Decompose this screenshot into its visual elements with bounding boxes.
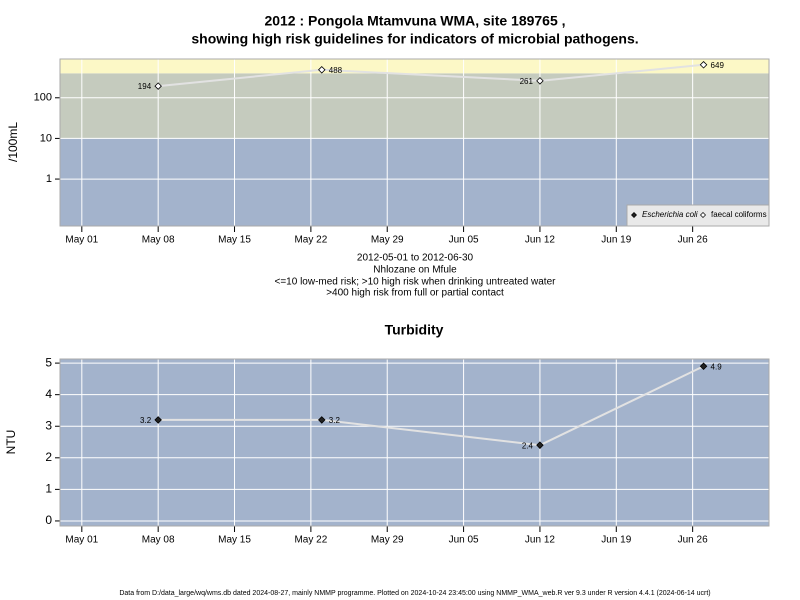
- data-point: [536, 441, 544, 449]
- y-axis-label: /100mL: [6, 122, 20, 162]
- x-tick-label: Jun 26: [678, 535, 708, 546]
- x-tick-label: Jun 26: [678, 235, 708, 246]
- y-tick-label: 3: [45, 418, 52, 432]
- data-label: 4.9: [711, 362, 723, 371]
- data-point: [154, 82, 162, 90]
- data-point: [318, 416, 326, 424]
- data-point: [699, 61, 708, 69]
- series-line: [158, 365, 704, 447]
- data-label: 3.2: [329, 416, 341, 425]
- data-point: [154, 416, 162, 424]
- x-tick-label: Jun 12: [525, 235, 555, 246]
- x-tick-label: May 08: [142, 235, 175, 246]
- data-label: 649: [711, 61, 725, 70]
- y-tick-label: 2: [45, 450, 52, 464]
- data-point: [536, 77, 544, 85]
- x-tick-label: May 29: [371, 535, 404, 546]
- data-label: 261: [520, 77, 534, 86]
- risk-band: [60, 359, 769, 526]
- risk-band: [60, 73, 769, 139]
- risk-band: [60, 59, 769, 74]
- x-tick-label: May 08: [142, 535, 175, 546]
- x-tick-label: Jun 19: [601, 235, 631, 246]
- x-tick-label: May 29: [371, 235, 404, 246]
- y-tick-label: 0: [45, 513, 52, 527]
- data-label: 3.2: [140, 416, 152, 425]
- y-tick-label: 10: [40, 132, 52, 144]
- plot-frame: [59, 58, 770, 227]
- y-tick-label: 100: [34, 92, 52, 104]
- data-point: [318, 66, 326, 74]
- subtitle: <=10 low-med risk; >10 high risk when dr…: [275, 277, 557, 288]
- chart-title: 2012 : Pongola Mtamvuna WMA, site 189765…: [264, 13, 565, 29]
- y-tick-label: 1: [46, 173, 52, 185]
- legend-marker: [700, 212, 706, 218]
- data-point: [699, 362, 708, 371]
- x-tick-label: May 22: [294, 235, 327, 246]
- x-tick-label: Jun 05: [449, 535, 479, 546]
- legend-box: [626, 204, 770, 227]
- legend-label: Escherichia coli: [642, 210, 698, 219]
- x-tick-label: May 22: [294, 535, 327, 546]
- subtitle: >400 high risk from full or partial cont…: [326, 288, 504, 299]
- y-tick-label: 1: [45, 482, 52, 496]
- plot-frame: [59, 358, 770, 527]
- footer: Data from D:/data_large/wq/wms.db dated …: [119, 590, 710, 597]
- x-tick-label: May 01: [65, 235, 98, 246]
- x-tick-label: May 15: [218, 535, 251, 546]
- data-label: 194: [138, 82, 152, 91]
- series-line: [158, 63, 704, 88]
- x-tick-label: May 01: [65, 535, 98, 546]
- y-tick-label: 4: [45, 387, 52, 401]
- legend-label: faecal coliforms: [711, 210, 767, 219]
- x-tick-label: May 15: [218, 235, 251, 246]
- x-tick-label: Jun 05: [449, 235, 479, 246]
- x-tick-label: Jun 19: [601, 535, 631, 546]
- subtitle: Nhlozane on Mfule: [373, 265, 457, 276]
- chart-title: Turbidity: [385, 322, 444, 338]
- data-label: 2.4: [522, 441, 534, 450]
- y-tick-label: 5: [45, 355, 52, 369]
- legend-marker: [631, 212, 637, 218]
- subtitle: 2012-05-01 to 2012-06-30: [357, 253, 474, 264]
- chart-title: showing high risk guidelines for indicat…: [191, 31, 638, 47]
- x-tick-label: Jun 12: [525, 535, 555, 546]
- data-label: 488: [329, 66, 343, 75]
- y-axis-label: NTU: [4, 430, 18, 455]
